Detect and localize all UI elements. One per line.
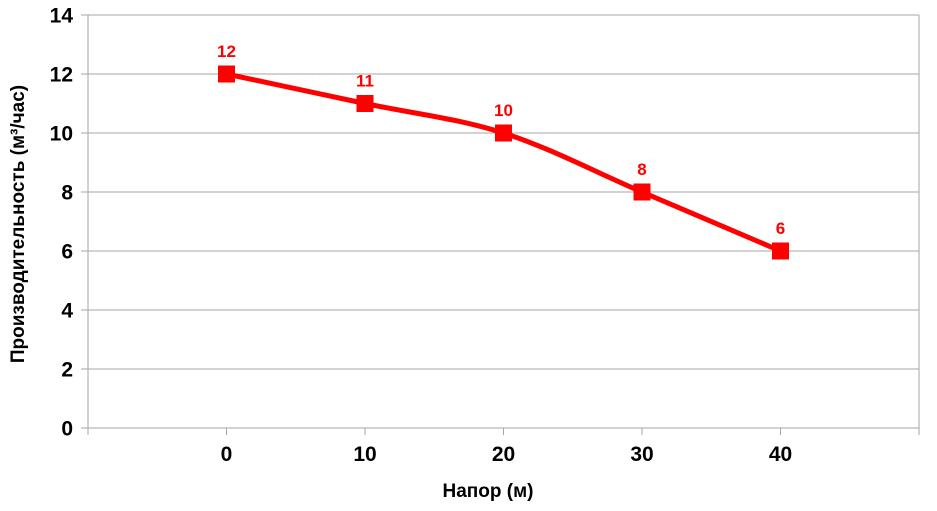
y-axis-title: Производительность (м³/час) (8, 84, 29, 364)
data-point-marker (633, 183, 651, 201)
data-point-label: 8 (637, 160, 646, 179)
x-tick-label: 20 (492, 443, 515, 466)
x-tick-label: 30 (630, 443, 653, 466)
y-tick-label: 6 (61, 241, 73, 264)
data-point-marker (356, 95, 374, 112)
data-point-label: 12 (217, 42, 236, 61)
data-point-label: 10 (494, 101, 513, 120)
x-axis-title: Напор (м) (442, 481, 534, 502)
data-point-label: 11 (356, 72, 374, 91)
x-tick-label: 10 (353, 443, 376, 466)
data-point-label: 6 (776, 219, 785, 238)
y-tick-label: 12 (50, 64, 73, 87)
y-tick-label: 0 (61, 418, 73, 441)
y-tick-label: 4 (61, 300, 73, 323)
data-point-marker (218, 65, 235, 83)
x-tick-label: 0 (221, 443, 233, 466)
y-tick-label: 2 (61, 359, 73, 382)
y-tick-label: 10 (50, 123, 73, 146)
x-tick-label: 40 (769, 443, 792, 466)
y-tick-label: 14 (50, 5, 74, 28)
y-tick-label: 8 (61, 182, 73, 205)
data-point-marker (772, 242, 789, 260)
data-point-marker (495, 124, 512, 142)
